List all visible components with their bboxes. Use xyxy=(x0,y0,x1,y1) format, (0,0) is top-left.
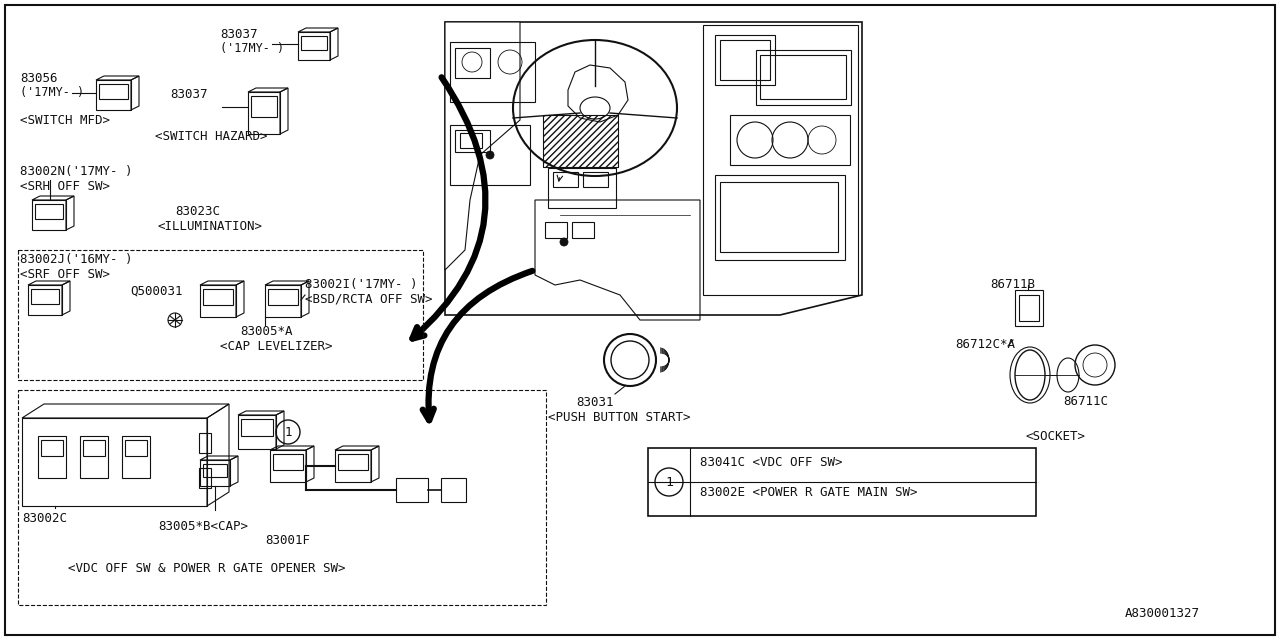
Bar xyxy=(18,250,422,380)
Bar xyxy=(1019,295,1039,321)
Bar xyxy=(200,285,236,317)
Bar xyxy=(301,36,326,50)
Text: 1: 1 xyxy=(284,426,292,438)
Bar xyxy=(454,130,490,152)
Circle shape xyxy=(486,151,494,159)
Text: <SRH OFF SW>: <SRH OFF SW> xyxy=(20,180,110,193)
Text: 83002C: 83002C xyxy=(22,512,67,525)
Bar xyxy=(79,436,108,478)
Bar xyxy=(760,55,846,99)
Bar xyxy=(451,42,535,102)
Bar xyxy=(200,460,230,486)
Text: 83001F: 83001F xyxy=(265,534,310,547)
Bar xyxy=(198,468,211,488)
Bar xyxy=(265,285,301,317)
Bar xyxy=(648,448,1036,516)
Bar xyxy=(204,289,233,305)
Text: <PUSH BUTTON START>: <PUSH BUTTON START> xyxy=(548,411,690,424)
Text: 83002J('16MY- ): 83002J('16MY- ) xyxy=(20,253,133,266)
Text: Q500031: Q500031 xyxy=(131,285,183,298)
Bar xyxy=(454,48,490,78)
Text: 86711B: 86711B xyxy=(989,278,1036,291)
Text: 83005*A: 83005*A xyxy=(241,325,293,338)
Text: <CAP LEVELIZER>: <CAP LEVELIZER> xyxy=(220,340,333,353)
Text: <BSD/RCTA OFF SW>: <BSD/RCTA OFF SW> xyxy=(305,293,433,306)
Bar xyxy=(251,96,276,117)
Bar xyxy=(553,172,579,187)
Bar xyxy=(543,115,618,167)
Text: 1: 1 xyxy=(666,476,673,488)
Bar xyxy=(582,172,608,187)
Bar xyxy=(248,92,280,134)
Bar xyxy=(83,440,105,456)
Bar xyxy=(198,433,211,453)
Text: 86711C: 86711C xyxy=(1062,395,1108,408)
Bar xyxy=(442,478,466,502)
Text: 83056: 83056 xyxy=(20,72,58,85)
Bar xyxy=(99,84,128,99)
Bar xyxy=(38,436,67,478)
Text: <ILLUMINATION>: <ILLUMINATION> xyxy=(157,220,262,233)
Bar xyxy=(273,454,303,470)
Text: <SWITCH MFD>: <SWITCH MFD> xyxy=(20,114,110,127)
Bar xyxy=(338,454,369,470)
FancyArrowPatch shape xyxy=(412,77,485,339)
Bar xyxy=(451,125,530,185)
Text: 83002I('17MY- ): 83002I('17MY- ) xyxy=(305,278,417,291)
Text: 83037: 83037 xyxy=(220,28,257,41)
Bar xyxy=(719,40,771,80)
Text: 83031: 83031 xyxy=(576,396,613,409)
Bar xyxy=(572,222,594,238)
Bar xyxy=(96,80,131,110)
Text: ('17MY- ): ('17MY- ) xyxy=(20,86,84,99)
Text: ('17MY- ): ('17MY- ) xyxy=(220,42,284,55)
Bar xyxy=(32,200,67,230)
Bar xyxy=(18,390,547,605)
Bar xyxy=(716,35,774,85)
Bar xyxy=(756,50,851,105)
Bar xyxy=(31,289,59,304)
Bar xyxy=(122,436,150,478)
Text: <SWITCH HAZARD>: <SWITCH HAZARD> xyxy=(155,130,268,143)
Text: A830001327: A830001327 xyxy=(1125,607,1201,620)
Bar xyxy=(270,450,306,482)
Circle shape xyxy=(561,238,568,246)
Bar xyxy=(1015,290,1043,326)
Bar xyxy=(241,419,273,436)
Bar xyxy=(335,450,371,482)
Bar xyxy=(719,182,838,252)
Text: 83037: 83037 xyxy=(170,88,207,101)
Bar xyxy=(298,32,330,60)
Text: 83023C: 83023C xyxy=(175,205,220,218)
Bar xyxy=(396,478,428,502)
Text: 83002E <POWER R GATE MAIN SW>: 83002E <POWER R GATE MAIN SW> xyxy=(700,486,918,499)
Text: 83041C <VDC OFF SW>: 83041C <VDC OFF SW> xyxy=(700,456,842,469)
Bar xyxy=(703,25,858,295)
Bar xyxy=(22,418,207,506)
Bar xyxy=(28,285,61,315)
Bar xyxy=(548,168,616,208)
Bar xyxy=(730,115,850,165)
FancyArrowPatch shape xyxy=(422,271,532,420)
Text: <VDC OFF SW & POWER R GATE OPENER SW>: <VDC OFF SW & POWER R GATE OPENER SW> xyxy=(68,562,346,575)
Bar xyxy=(545,222,567,238)
Bar xyxy=(716,175,845,260)
Text: <SRF OFF SW>: <SRF OFF SW> xyxy=(20,268,110,281)
Bar xyxy=(204,464,227,477)
Bar xyxy=(125,440,147,456)
Text: 83005*B<CAP>: 83005*B<CAP> xyxy=(157,520,248,533)
Text: <SOCKET>: <SOCKET> xyxy=(1025,430,1085,443)
Polygon shape xyxy=(445,22,520,270)
Bar xyxy=(35,204,63,219)
Bar xyxy=(543,115,618,167)
Text: 83002N('17MY- ): 83002N('17MY- ) xyxy=(20,165,133,178)
Bar xyxy=(238,415,276,449)
Bar xyxy=(41,440,63,456)
Bar xyxy=(460,133,483,148)
Text: 86712C*A: 86712C*A xyxy=(955,338,1015,351)
Bar xyxy=(268,289,298,305)
